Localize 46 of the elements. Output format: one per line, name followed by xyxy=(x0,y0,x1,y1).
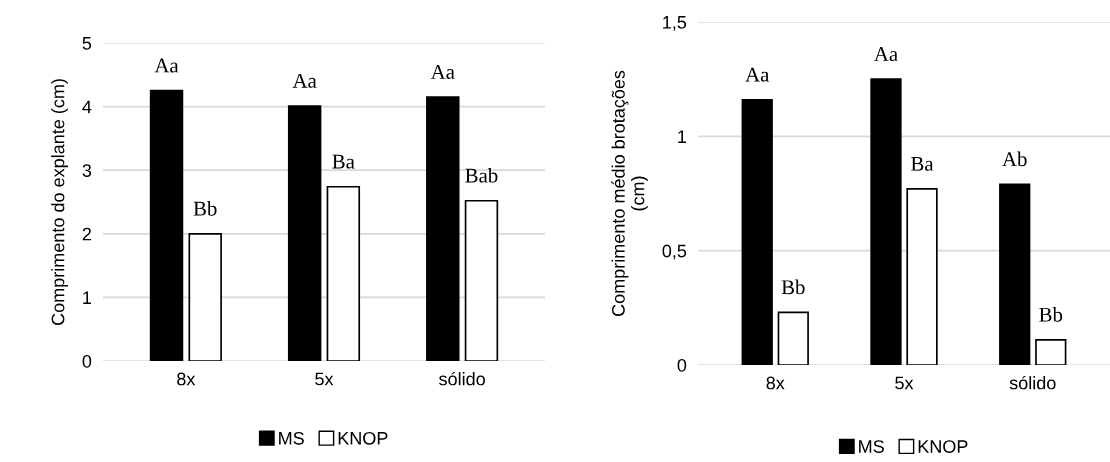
data-label: Aa xyxy=(874,47,898,62)
bar xyxy=(287,105,322,361)
y-tick-label: 2 xyxy=(82,227,91,241)
y-tick-label: 0 xyxy=(677,358,687,372)
y-tick-label: 1 xyxy=(678,130,687,143)
data-label: Bb xyxy=(193,201,217,216)
x-tick-label: sólido xyxy=(1009,375,1056,390)
bar xyxy=(326,185,361,361)
data-label: Ba xyxy=(911,156,934,171)
bar xyxy=(464,199,499,361)
y-tick-label: 4 xyxy=(82,100,92,114)
legend-label: MS xyxy=(279,431,304,445)
data-label: Aa xyxy=(745,67,770,82)
y-axis-title: Comprimento médio brotações (cm) xyxy=(611,70,648,317)
legend-label: MS xyxy=(859,440,884,453)
x-tick-label: 5x xyxy=(895,376,914,390)
y-tick-label: 0,5 xyxy=(662,244,687,260)
data-label: Ba xyxy=(332,154,355,169)
x-tick-label: 5x xyxy=(315,372,334,386)
y-tick-label: 3 xyxy=(82,164,92,177)
data-label: Bb xyxy=(781,279,805,295)
legend-label: KNOP xyxy=(338,431,388,445)
bar xyxy=(1035,339,1067,365)
y-tick-label: 1,5 xyxy=(663,16,687,31)
data-label: Aa xyxy=(154,58,179,73)
data-label: Bb xyxy=(1039,307,1063,322)
bar xyxy=(777,311,809,365)
data-label: Bab xyxy=(465,167,498,183)
bar xyxy=(999,183,1031,365)
y-tick-label: 0 xyxy=(82,354,92,368)
bar xyxy=(906,188,938,365)
bar xyxy=(741,98,773,365)
x-tick-label: 8x xyxy=(766,376,785,390)
y-tick-label: 5 xyxy=(82,37,92,50)
data-label: Ab xyxy=(1002,151,1027,167)
y-axis-title: Comprimento do explante (cm) xyxy=(51,79,68,325)
bar xyxy=(188,232,222,361)
legend-label: KNOP xyxy=(918,440,968,453)
x-tick-label: sólido xyxy=(439,371,485,386)
bar xyxy=(870,78,902,365)
bar xyxy=(426,96,460,361)
data-label: Aa xyxy=(292,73,317,88)
bar xyxy=(149,89,184,361)
data-label: Aa xyxy=(430,64,455,79)
y-tick-label: 1 xyxy=(83,291,92,304)
x-tick-label: 8x xyxy=(177,372,196,386)
